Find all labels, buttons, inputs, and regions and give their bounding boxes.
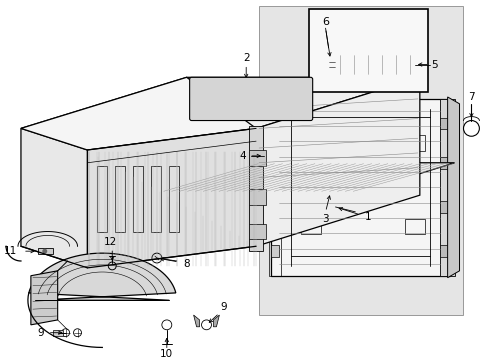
Polygon shape — [256, 77, 419, 246]
Polygon shape — [31, 271, 58, 325]
Polygon shape — [270, 157, 278, 168]
Polygon shape — [249, 189, 265, 205]
Polygon shape — [249, 224, 265, 239]
Polygon shape — [270, 118, 278, 129]
Polygon shape — [21, 77, 419, 129]
Polygon shape — [87, 129, 256, 268]
FancyBboxPatch shape — [308, 9, 427, 92]
Polygon shape — [270, 99, 448, 276]
Polygon shape — [270, 245, 278, 257]
Polygon shape — [29, 253, 176, 300]
Text: 9: 9 — [38, 328, 44, 338]
Polygon shape — [447, 97, 459, 278]
Polygon shape — [213, 315, 219, 327]
Text: 5: 5 — [430, 59, 437, 69]
Polygon shape — [439, 201, 451, 213]
Polygon shape — [439, 118, 451, 129]
Text: 1: 1 — [364, 212, 371, 222]
Polygon shape — [53, 330, 62, 336]
Circle shape — [283, 183, 288, 188]
Polygon shape — [188, 180, 204, 192]
Text: 9: 9 — [220, 302, 226, 312]
FancyBboxPatch shape — [259, 6, 462, 315]
Polygon shape — [218, 180, 234, 192]
Text: HUMMER: HUMMER — [233, 93, 268, 99]
Polygon shape — [249, 126, 263, 251]
Text: 7: 7 — [467, 92, 474, 102]
Polygon shape — [270, 201, 278, 213]
FancyBboxPatch shape — [189, 77, 312, 121]
Polygon shape — [21, 77, 256, 150]
Polygon shape — [38, 248, 53, 254]
Circle shape — [42, 249, 47, 254]
Text: 8: 8 — [183, 259, 189, 269]
Text: 10: 10 — [160, 349, 173, 359]
Polygon shape — [248, 180, 264, 192]
Text: 6: 6 — [322, 17, 328, 27]
Text: 4: 4 — [240, 151, 246, 161]
Polygon shape — [439, 157, 451, 168]
Text: 3: 3 — [322, 214, 328, 224]
Polygon shape — [162, 163, 454, 192]
Polygon shape — [249, 150, 265, 166]
Polygon shape — [439, 245, 451, 257]
Polygon shape — [326, 58, 334, 71]
Text: 2: 2 — [243, 53, 249, 63]
Polygon shape — [277, 180, 293, 192]
Polygon shape — [21, 129, 87, 268]
Text: 12: 12 — [103, 237, 117, 247]
Polygon shape — [193, 315, 199, 327]
Text: 11: 11 — [4, 246, 17, 256]
Polygon shape — [439, 99, 454, 276]
Polygon shape — [328, 52, 414, 77]
